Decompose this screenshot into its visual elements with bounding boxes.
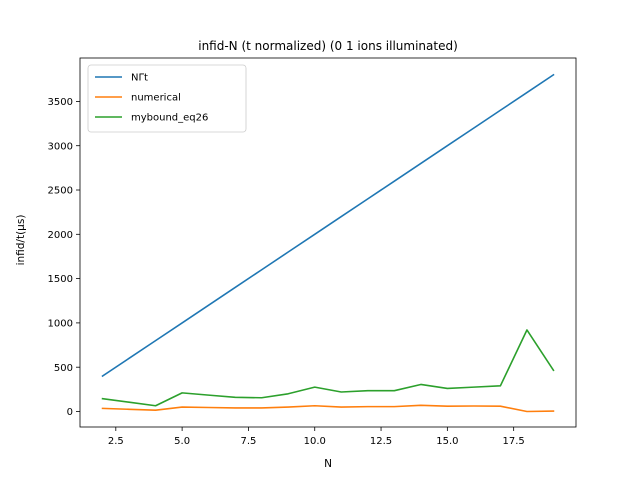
legend-label: mybound_eq26 (131, 113, 208, 124)
y-tick-label: 3000 (48, 141, 73, 152)
x-tick-label: 5.0 (174, 436, 190, 447)
y-tick-label: 500 (54, 363, 73, 374)
y-tick-label: 2000 (48, 230, 73, 241)
y-tick-label: 1000 (48, 319, 73, 330)
legend-box (87, 64, 247, 133)
legend: NΓt numerical mybound_eq26 (87, 64, 247, 133)
x-tick-label: 12.5 (370, 436, 392, 447)
series-layer (101, 73, 555, 413)
series-line-2 (101, 329, 555, 407)
y-tick-label: 0 (67, 407, 73, 418)
x-tick-label: 17.5 (503, 436, 525, 447)
series-line-0 (101, 73, 555, 378)
x-tick-label: 7.5 (240, 436, 256, 447)
legend-label: numerical (131, 93, 181, 104)
x-tick-label: 2.5 (108, 436, 124, 447)
x-tick-label: 15.0 (436, 436, 458, 447)
y-tick-label: 2500 (48, 186, 73, 197)
y-tick-label: 3500 (48, 97, 73, 108)
chart-title: infid-N (t normalized) (0 1 ions illumin… (198, 39, 458, 53)
y-axis-label: infid/t(μs) (15, 215, 27, 266)
x-axis-label: N (324, 458, 332, 470)
series-line-1 (101, 404, 555, 413)
x-axis: 2.5 5.0 7.5 10.0 12.5 15.0 17.5 (108, 427, 525, 447)
plot-frame (79, 57, 577, 428)
y-tick-label: 1500 (48, 274, 73, 285)
y-axis: 0 500 1000 1500 2000 2500 3000 3500 (48, 97, 80, 418)
legend-label: NΓt (131, 73, 148, 84)
x-tick-label: 10.0 (304, 436, 326, 447)
